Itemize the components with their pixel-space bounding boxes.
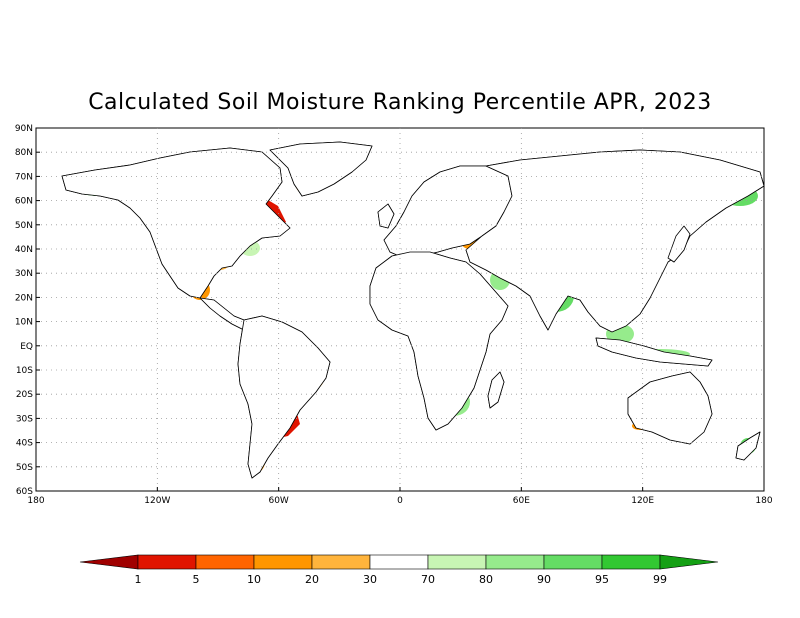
lat-tick-label: 60S: [16, 487, 33, 497]
lon-tick-label: 60E: [513, 496, 530, 506]
lat-tick-label: 80N: [15, 148, 33, 158]
colorbar-box: [543, 554, 603, 570]
colorbar-box: [311, 554, 371, 570]
colorbar-high-arrow: [659, 554, 719, 570]
lat-tick-label: 50S: [16, 463, 33, 473]
lat-tick-label: 20S: [16, 390, 33, 400]
lon-tick-label: 120E: [631, 496, 654, 506]
lat-tick-label: 10S: [16, 366, 33, 376]
colorbar-label: 80: [479, 573, 493, 586]
graticule: [36, 128, 764, 491]
lat-tick-label: EQ: [20, 342, 33, 352]
colorbar-label: 90: [537, 573, 551, 586]
colorbar-label: 30: [363, 573, 377, 586]
lon-tick-label: 0: [397, 496, 403, 506]
colorbar-box: [369, 554, 429, 570]
lat-tick-label: 60N: [15, 197, 33, 207]
colorbar-box: [485, 554, 545, 570]
colorbar-label: 10: [247, 573, 261, 586]
colorbar-label: 1: [135, 573, 142, 586]
map-title: Calculated Soil Moisture Ranking Percent…: [88, 90, 712, 115]
lat-tick-label: 40N: [15, 245, 33, 255]
lat-tick-label: 30S: [16, 414, 33, 424]
colorbar-box: [195, 554, 255, 570]
lat-tick-label: 40S: [16, 439, 33, 449]
lon-tick-label: 60W: [268, 496, 288, 506]
colorbar-box: [601, 554, 661, 570]
latitude-tick-labels: 90N 80N 70N 60N 50N 40N 30N 20N 10N EQ 10S 20S 30S 40…: [15, 124, 40, 497]
colorbar-box: [427, 554, 487, 570]
colorbar-label: 95: [595, 573, 609, 586]
lon-tick-label: 180: [27, 496, 44, 506]
lat-tick-label: 50N: [15, 221, 33, 231]
colorbar: 1 5 10 20 30 70 80 90 95 99: [79, 554, 719, 586]
lat-tick-label: 20N: [15, 293, 33, 303]
map-content: [36, 128, 764, 491]
colorbar-label: 70: [421, 573, 435, 586]
colorbar-label: 20: [305, 573, 319, 586]
colorbar-box: [137, 554, 197, 570]
lat-tick-label: 70N: [15, 172, 33, 182]
longitude-tick-labels: 180 120W 60W 0 60E 120E 180: [27, 487, 773, 506]
lat-tick-label: 10N: [15, 318, 33, 328]
lon-tick-label: 120W: [144, 496, 170, 506]
colorbar-low-arrow: [79, 554, 139, 570]
colorbar-label: 5: [193, 573, 200, 586]
colorbar-label: 99: [653, 573, 667, 586]
lon-tick-label: 180: [755, 496, 772, 506]
lat-tick-label: 30N: [15, 269, 33, 279]
colorbar-box: [253, 554, 313, 570]
lat-tick-label: 90N: [15, 124, 33, 134]
